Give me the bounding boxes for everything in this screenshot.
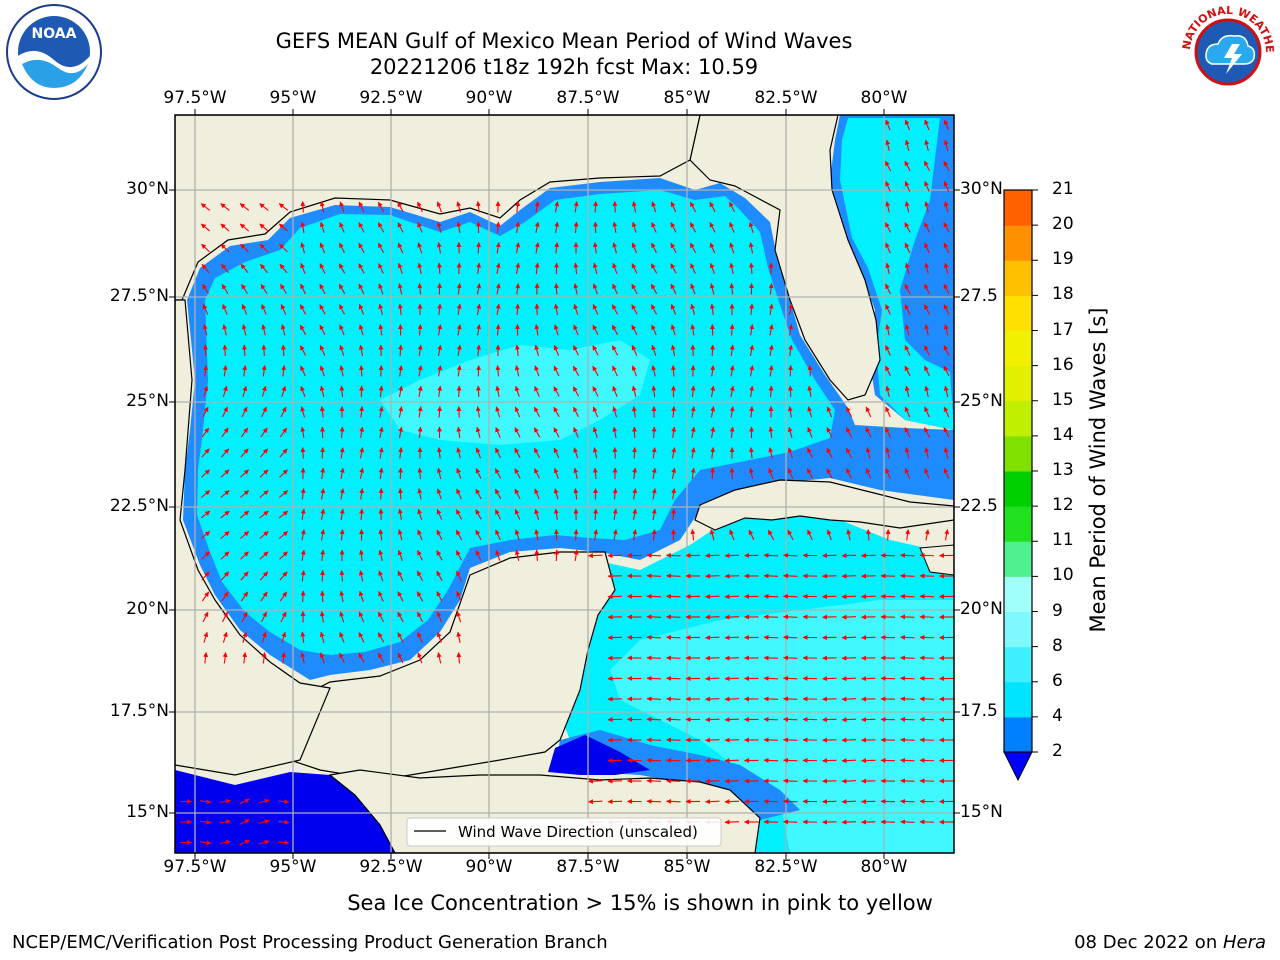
colorbar-tick-label: 18 bbox=[1052, 284, 1074, 305]
yucatan-land bbox=[289, 551, 616, 781]
lon-label-bottom: 82.5°W bbox=[754, 857, 818, 877]
lat-label-left: 22.5°N bbox=[109, 496, 169, 516]
lon-label-top: 95°W bbox=[269, 88, 317, 108]
sea-ice-note: Sea Ice Concentration > 15% is shown in … bbox=[347, 891, 933, 915]
colorbar-tick-label: 20 bbox=[1052, 214, 1074, 235]
cuba-land bbox=[694, 479, 954, 531]
colorbar-segment bbox=[1004, 541, 1032, 577]
colorbar-tick-label: 13 bbox=[1052, 460, 1074, 480]
longitude-ticks bbox=[194, 109, 885, 859]
caribbean-lighter-patch bbox=[610, 600, 954, 853]
lon-label-bottom: 92.5°W bbox=[359, 857, 423, 877]
lat-label-right: 27.5 bbox=[960, 286, 998, 306]
colorbar-tick-label: 8 bbox=[1052, 635, 1063, 656]
pacific-water bbox=[175, 770, 395, 853]
honduras-deep-water bbox=[548, 735, 650, 775]
colorbar-tick-label: 12 bbox=[1052, 495, 1074, 516]
colorbar-tick-label: 16 bbox=[1052, 354, 1074, 375]
lat-label-left: 17.5°N bbox=[109, 701, 169, 721]
colorbar-segment bbox=[1004, 576, 1032, 612]
colorbar-tick-label: 19 bbox=[1052, 249, 1074, 270]
nws-logo: NATIONAL WEATHER SERVICE bbox=[1176, 0, 1276, 100]
lat-label-left: 25°N bbox=[126, 391, 169, 411]
gulf-lighter-patch bbox=[380, 340, 650, 445]
lat-label-right: 17.5 bbox=[960, 701, 998, 721]
lon-label-top: 87.5°W bbox=[556, 88, 620, 108]
jamaica-haiti-land bbox=[919, 544, 954, 576]
colorbar-segment bbox=[1004, 365, 1032, 402]
footer-left: NCEP/EMC/Verification Post Processing Pr… bbox=[12, 932, 608, 953]
colorbar-segment bbox=[1004, 506, 1032, 542]
wind-wave-direction-arrows bbox=[180, 119, 954, 846]
noaa-logo-text: NOAA bbox=[32, 26, 77, 42]
lon-label-bottom: 95°W bbox=[269, 857, 317, 877]
lon-label-top: 80°W bbox=[860, 88, 908, 108]
lon-label-top: 92.5°W bbox=[359, 88, 423, 108]
lon-label-bottom: 87.5°W bbox=[556, 857, 620, 877]
footer-right: 08 Dec 2022 on Hera bbox=[1074, 932, 1266, 953]
colorbar bbox=[1003, 189, 1038, 782]
colorbar-segment bbox=[1004, 260, 1032, 296]
lon-label-top: 85°W bbox=[663, 88, 711, 108]
footer-date: 08 Dec 2022 on bbox=[1074, 932, 1223, 953]
colorbar-segment bbox=[1004, 435, 1032, 472]
lon-label-top: 90°W bbox=[465, 88, 513, 108]
lat-label-right: 22.5 bbox=[960, 496, 998, 516]
colorbar-tick-label: 21 bbox=[1052, 179, 1074, 199]
map-frame bbox=[174, 114, 955, 854]
colorbar-segment bbox=[1004, 330, 1032, 367]
colorbar-tick-label: 15 bbox=[1052, 389, 1074, 410]
lon-label-bottom: 80°W bbox=[860, 857, 908, 877]
mexico-west-land bbox=[175, 299, 331, 776]
colorbar-segment bbox=[1004, 225, 1032, 261]
arrow-legend: Wind Wave Direction (unscaled) bbox=[406, 817, 722, 847]
colorbar-tick-label: 10 bbox=[1052, 565, 1074, 586]
atlantic-inner-water bbox=[840, 118, 954, 430]
colorbar-label: Mean Period of Wind Waves [s] bbox=[1086, 307, 1110, 633]
title-line2: 20221206 t18z 192h fcst Max: 10.59 bbox=[369, 55, 759, 79]
colorbar-segment bbox=[1004, 611, 1032, 648]
colorbar-segment bbox=[1004, 400, 1032, 437]
lon-label-bottom: 90°W bbox=[465, 857, 513, 877]
lat-label-left: 30°N bbox=[126, 179, 169, 199]
colorbar-tick-label: 2 bbox=[1052, 741, 1063, 761]
noaa-logo: NOAA bbox=[6, 4, 102, 100]
lat-label-right: 15°N bbox=[960, 802, 1003, 822]
footer-machine: Hera bbox=[1222, 932, 1266, 953]
lat-label-left: 20°N bbox=[126, 599, 169, 619]
florida-land bbox=[689, 115, 881, 401]
lat-label-right: 30°N bbox=[960, 179, 1003, 199]
lon-label-top: 82.5°W bbox=[754, 88, 818, 108]
lat-label-left: 27.5°N bbox=[109, 286, 169, 306]
northern-coast-land bbox=[175, 115, 701, 301]
colorbar-segment bbox=[1004, 646, 1032, 683]
colorbar-tick-label: 14 bbox=[1052, 424, 1074, 445]
colorbar-tick-label: 9 bbox=[1052, 600, 1063, 621]
colorbar-segment bbox=[1004, 681, 1032, 718]
colorbar-tick-label: 11 bbox=[1052, 530, 1074, 551]
colorbar-tick-label: 17 bbox=[1052, 319, 1074, 340]
latitude-ticks bbox=[169, 189, 960, 814]
graticule bbox=[175, 115, 954, 853]
colorbar-extend-triangle bbox=[1003, 751, 1033, 782]
lat-label-right: 20°N bbox=[960, 599, 1003, 619]
lon-label-bottom: 85°W bbox=[663, 857, 711, 877]
lon-label-bottom: 97.5°W bbox=[163, 857, 227, 877]
lat-label-left: 15°N bbox=[126, 802, 169, 822]
colorbar-tick-label: 4 bbox=[1052, 705, 1063, 726]
colorbar-segment bbox=[1004, 190, 1032, 226]
colorbar-segment bbox=[1004, 716, 1032, 753]
title-line1: GEFS MEAN Gulf of Mexico Mean Period of … bbox=[275, 29, 853, 53]
legend-label: Wind Wave Direction (unscaled) bbox=[458, 823, 698, 841]
colorbar-segment bbox=[1004, 471, 1032, 507]
colorbar-segment bbox=[1004, 295, 1032, 331]
lat-label-right: 25°N bbox=[960, 391, 1003, 411]
colorbar-tick-label: 6 bbox=[1052, 670, 1063, 691]
lon-label-top: 97.5°W bbox=[163, 88, 227, 108]
